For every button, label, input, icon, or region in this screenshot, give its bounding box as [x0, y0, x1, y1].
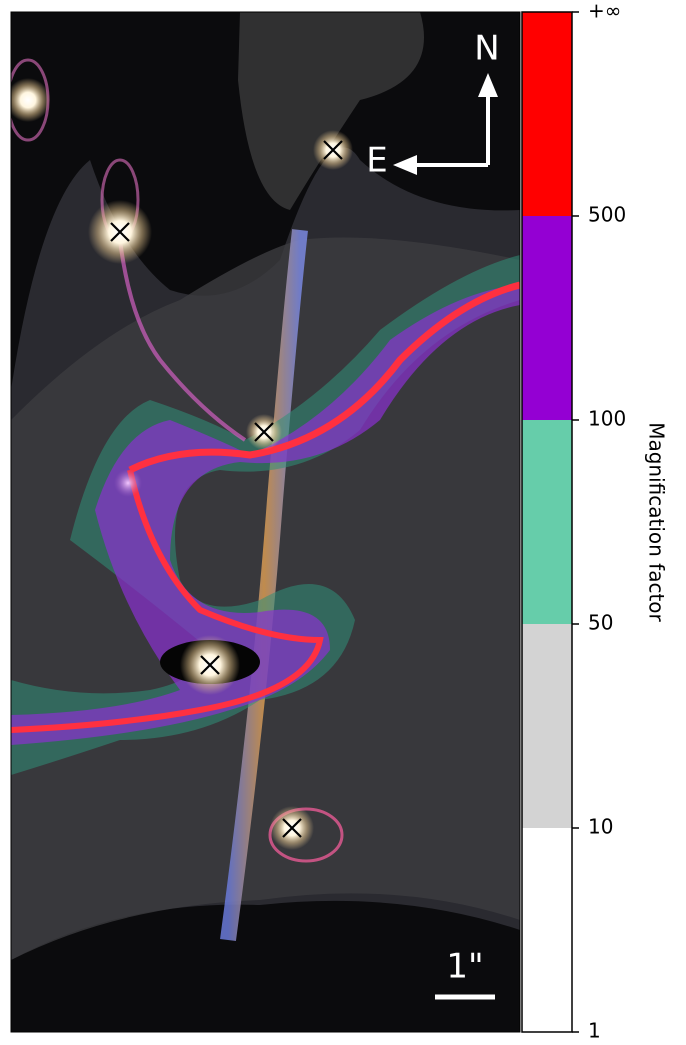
north-label: N — [474, 29, 499, 69]
compass — [393, 73, 498, 175]
colorbar-segment — [522, 828, 572, 1032]
colorbar-tick-label: 10 — [588, 815, 613, 839]
image-frame — [10, 11, 521, 1033]
scale-label: 1" — [446, 947, 483, 987]
east-label: E — [366, 141, 387, 181]
colorbar-segment — [522, 624, 572, 828]
colorbar-label: Magnification factor — [645, 422, 669, 622]
colorbar-segment — [522, 12, 572, 216]
lens-markers — [110, 140, 343, 838]
colorbar-segment — [522, 216, 572, 420]
colorbar-frame — [521, 11, 573, 1033]
sky-image: N E 1" — [11, 12, 520, 1032]
colorbar-segment — [522, 420, 572, 624]
colorbar-tick-label: 100 — [588, 407, 626, 431]
colorbar: 1 10 50 100 500 +∞ — [521, 0, 626, 1043]
colorbar-tick-label: 500 — [588, 203, 626, 227]
colorbar-tick-label: 1 — [588, 1019, 601, 1042]
colorbar-tick-label: +∞ — [588, 0, 621, 23]
colorbar-tick-label: 50 — [588, 611, 613, 635]
